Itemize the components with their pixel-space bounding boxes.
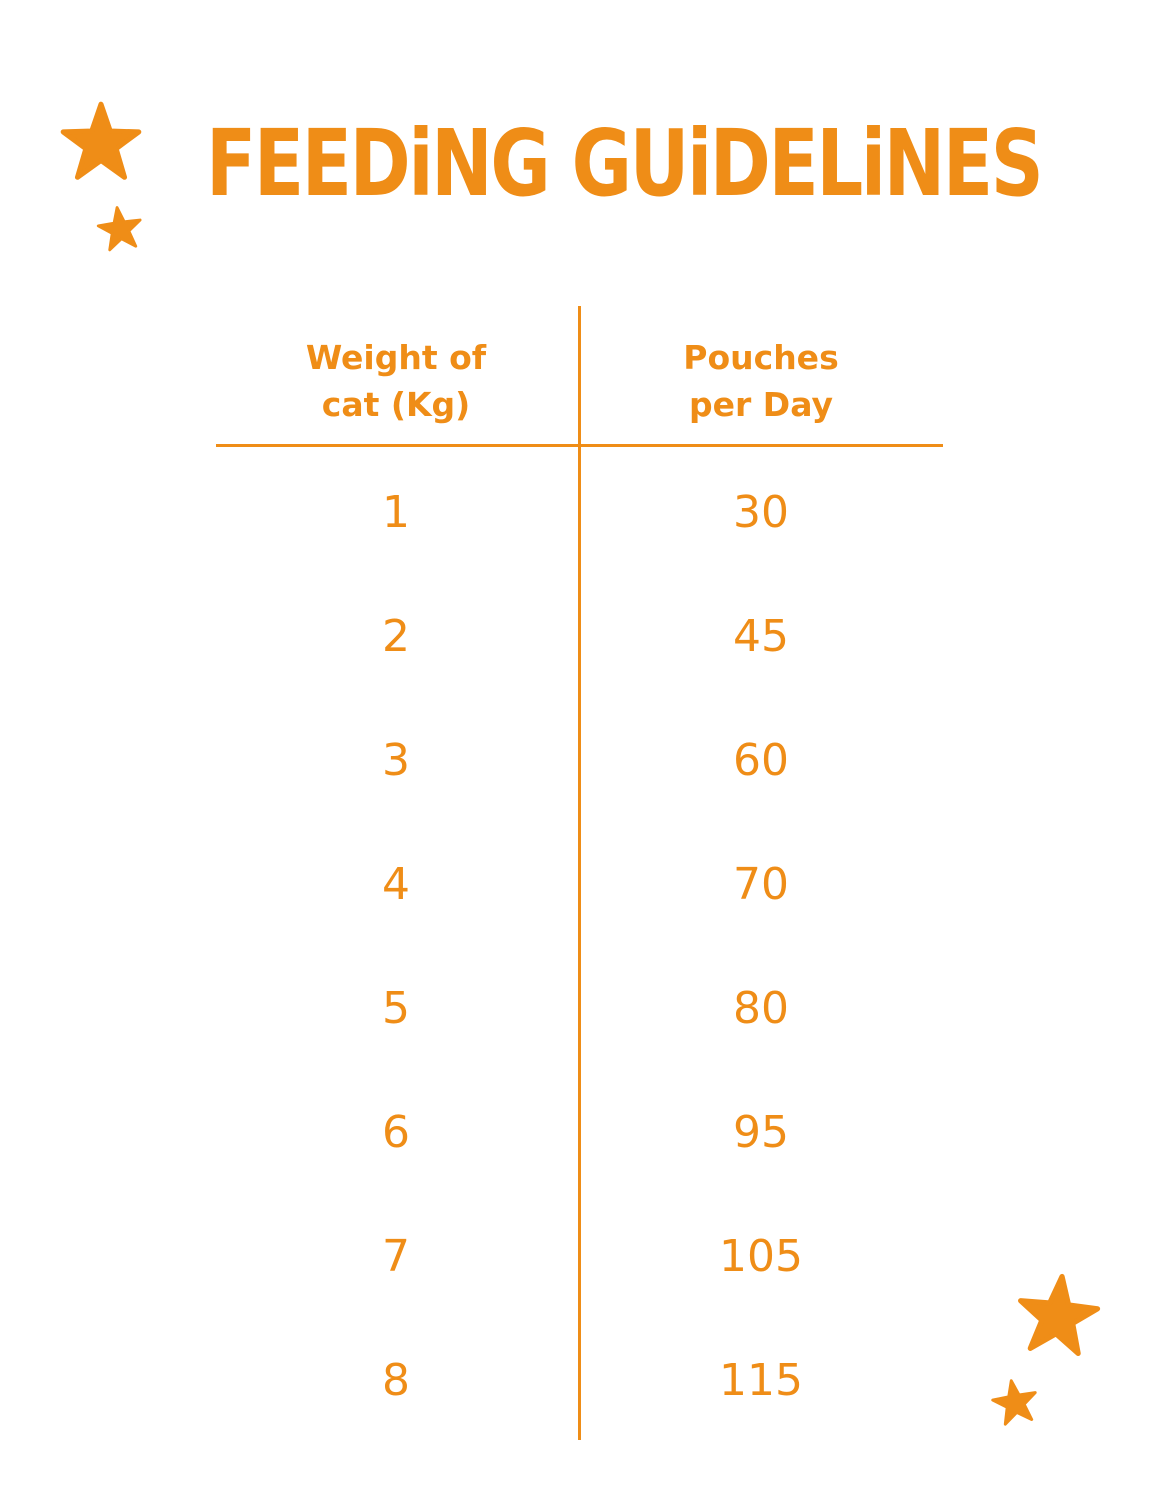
header-pouches-line-1: Pouches bbox=[581, 334, 941, 381]
pouches-cell: 70 bbox=[581, 860, 941, 910]
table-row: 5 80 bbox=[216, 984, 943, 1108]
header-weight-line-2: cat (Kg) bbox=[216, 381, 576, 428]
weight-cell: 5 bbox=[216, 984, 576, 1034]
weight-cell: 2 bbox=[216, 612, 576, 662]
star-icon bbox=[96, 205, 144, 252]
star-icon bbox=[991, 1378, 1039, 1426]
feeding-table: Weight of cat (Kg) Pouches per Day 1 30 … bbox=[216, 306, 943, 1440]
weight-cell: 4 bbox=[216, 860, 576, 910]
pouches-cell: 60 bbox=[581, 736, 941, 786]
table-row: 3 60 bbox=[216, 736, 943, 860]
table-row: 1 30 bbox=[216, 488, 943, 612]
table-row: 8 115 bbox=[216, 1356, 943, 1480]
pouches-cell: 80 bbox=[581, 984, 941, 1034]
header-weight-line-1: Weight of bbox=[216, 334, 576, 381]
star-icon bbox=[1014, 1272, 1102, 1358]
weight-cell: 8 bbox=[216, 1356, 576, 1406]
header-divider bbox=[216, 444, 943, 447]
pouches-cell: 45 bbox=[581, 612, 941, 662]
page-title: FEEDiNG GUiDELiNES bbox=[206, 118, 814, 210]
pouches-cell: 115 bbox=[581, 1356, 941, 1406]
header-pouches-line-2: per Day bbox=[581, 381, 941, 428]
pouches-cell: 105 bbox=[581, 1232, 941, 1282]
weight-cell: 3 bbox=[216, 736, 576, 786]
table-row: 7 105 bbox=[216, 1232, 943, 1356]
weight-cell: 7 bbox=[216, 1232, 576, 1282]
header-pouches: Pouches per Day bbox=[581, 334, 941, 428]
table-row: 6 95 bbox=[216, 1108, 943, 1232]
table-row: 4 70 bbox=[216, 860, 943, 984]
pouches-cell: 95 bbox=[581, 1108, 941, 1158]
header-weight: Weight of cat (Kg) bbox=[216, 334, 576, 428]
weight-cell: 1 bbox=[216, 488, 576, 538]
weight-cell: 6 bbox=[216, 1108, 576, 1158]
table-row: 2 45 bbox=[216, 612, 943, 736]
star-icon bbox=[58, 100, 144, 184]
pouches-cell: 30 bbox=[581, 488, 941, 538]
